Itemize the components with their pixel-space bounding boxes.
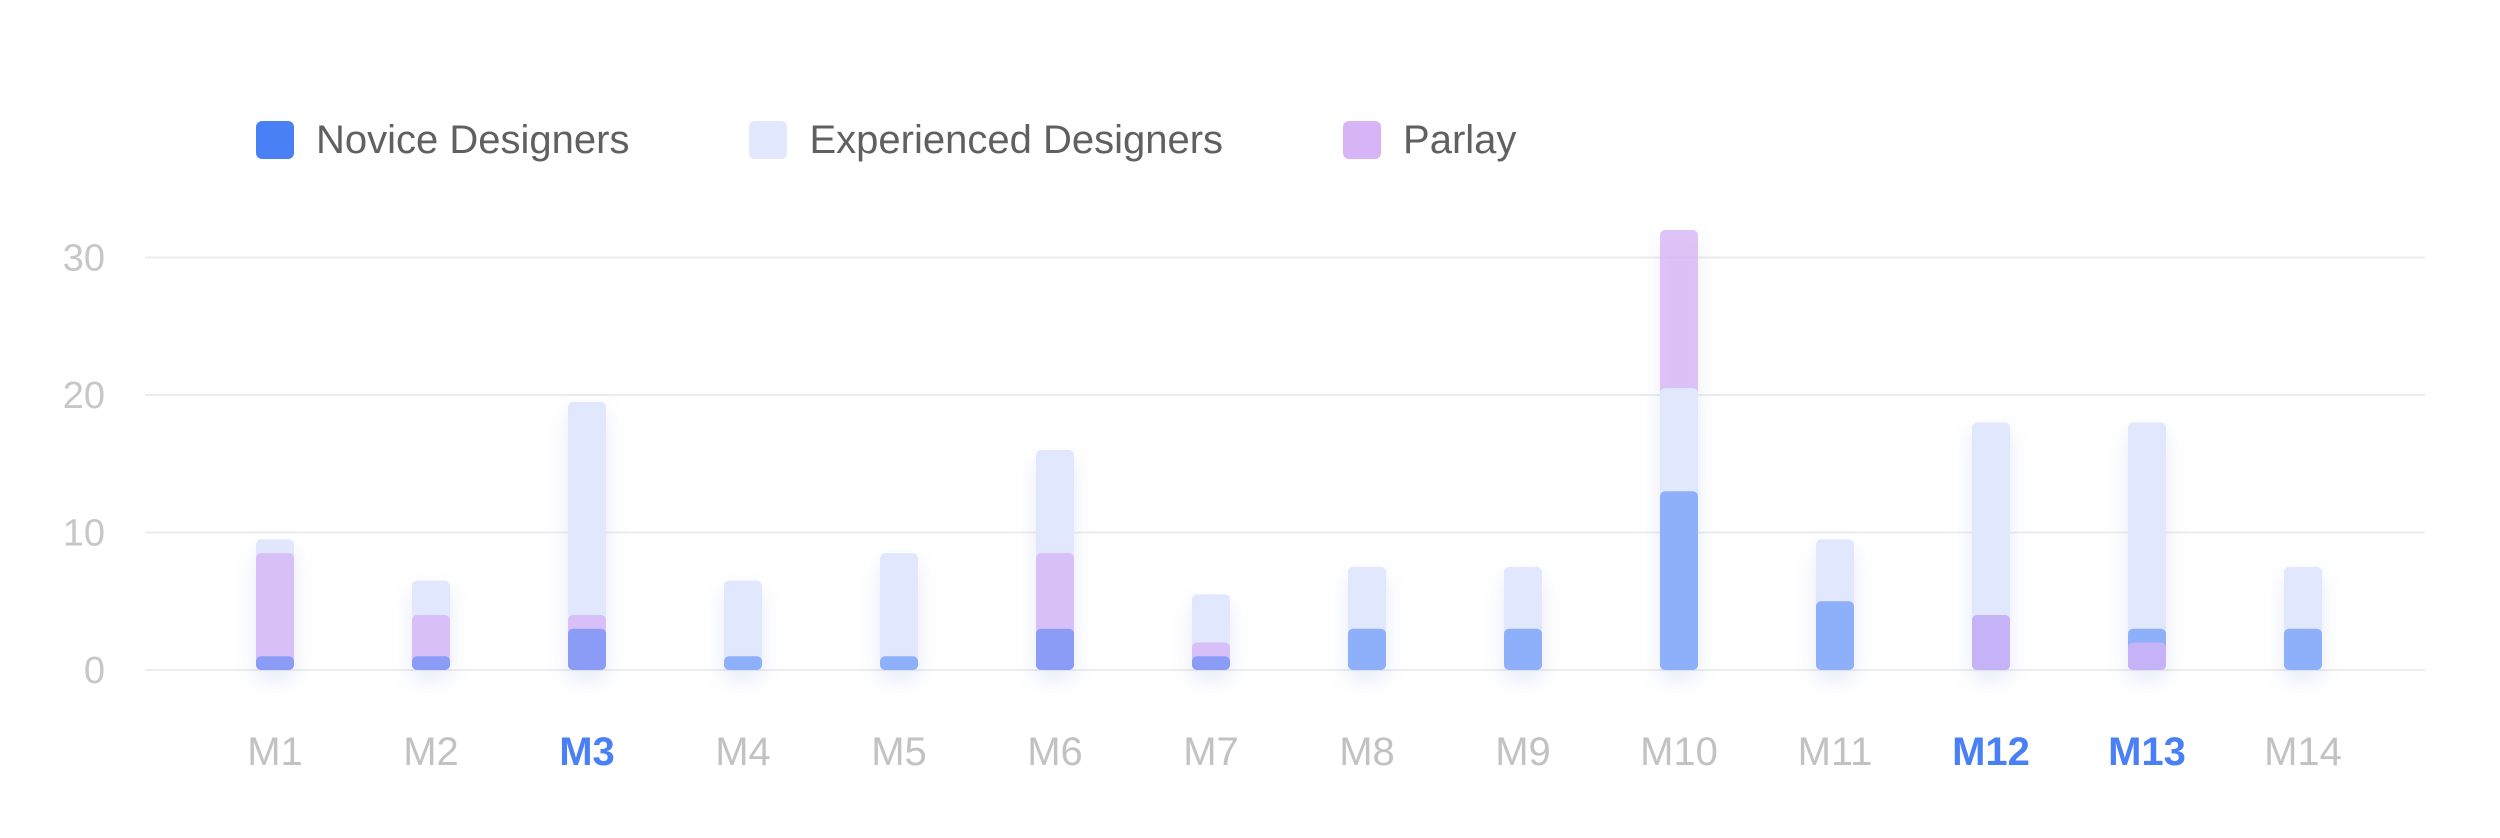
- bar-experienced-m3[interactable]: [568, 401, 606, 670]
- bar-group-m9[interactable]: [1504, 566, 1542, 670]
- bar-group-m14[interactable]: [2284, 566, 2322, 670]
- bar-novice-m11[interactable]: [1816, 601, 1854, 670]
- bar-novice-m3[interactable]: [568, 628, 606, 670]
- y-tick-label-10: 10: [63, 513, 105, 555]
- bar-group-m12[interactable]: [1972, 422, 2010, 671]
- x-label-m2: M2: [403, 730, 459, 774]
- bar-novice-m14[interactable]: [2284, 628, 2322, 670]
- x-label-m3: M3: [559, 730, 615, 774]
- y-axis-ticks: 0 10 20 30: [63, 238, 105, 693]
- bar-novice-m6[interactable]: [1036, 628, 1074, 670]
- gridlines: [145, 256, 2425, 671]
- x-label-m12: M12: [1952, 730, 2030, 774]
- bar-novice-m10[interactable]: [1660, 491, 1698, 670]
- bar-novice-m8[interactable]: [1348, 628, 1386, 670]
- bars: [256, 230, 2322, 670]
- bar-group-m5[interactable]: [880, 553, 918, 670]
- bar-group-m2[interactable]: [412, 580, 450, 670]
- x-axis-labels: M1 M2 M3 M4 M5 M6 M7 M8 M9 M10 M11 M12 M13 M14: [247, 730, 2342, 774]
- bar-group-m11[interactable]: [1816, 539, 1854, 670]
- x-label-m9: M9: [1495, 730, 1551, 774]
- bar-group-m6[interactable]: [1036, 450, 1074, 670]
- x-label-m10: M10: [1640, 730, 1718, 774]
- x-label-m11: M11: [1798, 730, 1873, 774]
- bar-group-m13[interactable]: [2128, 422, 2166, 671]
- bar-novice-m9[interactable]: [1504, 628, 1542, 670]
- legend-swatch-experienced-designers: [749, 121, 788, 159]
- legend-label-parlay: Parlay: [1403, 118, 1517, 162]
- legend-item-novice-designers[interactable]: Novice Designers: [256, 118, 629, 162]
- bar-novice-m1[interactable]: [256, 656, 294, 670]
- bar-group-m3[interactable]: [568, 401, 606, 670]
- bar-novice-m5[interactable]: [880, 656, 918, 670]
- bar-novice-m2[interactable]: [412, 656, 450, 670]
- legend-swatch-parlay: [1343, 121, 1382, 159]
- x-label-m4: M4: [715, 730, 771, 774]
- bar-group-m7[interactable]: [1192, 594, 1230, 670]
- x-label-m1: M1: [247, 730, 303, 774]
- bar-parlay-m12[interactable]: [1972, 615, 2010, 670]
- x-label-m5: M5: [871, 730, 927, 774]
- x-label-m13: M13: [2108, 730, 2186, 774]
- bar-group-m10[interactable]: [1660, 230, 1698, 670]
- bar-experienced-m12[interactable]: [1972, 422, 2010, 671]
- bar-group-m8[interactable]: [1348, 566, 1386, 670]
- y-tick-label-20: 20: [63, 375, 105, 417]
- y-tick-label-0: 0: [84, 650, 105, 692]
- x-label-m6: M6: [1027, 730, 1083, 774]
- legend-item-parlay[interactable]: Parlay: [1343, 118, 1516, 162]
- bar-novice-m4[interactable]: [724, 656, 762, 670]
- x-label-m7: M7: [1183, 730, 1239, 774]
- bar-experienced-m13[interactable]: [2128, 422, 2166, 671]
- bar-parlay-m1[interactable]: [256, 553, 294, 670]
- x-label-m8: M8: [1339, 730, 1395, 774]
- y-tick-label-30: 30: [63, 238, 105, 280]
- bar-experienced-m5[interactable]: [880, 553, 918, 670]
- bar-group-m1[interactable]: [256, 539, 294, 670]
- x-label-m14: M14: [2264, 730, 2342, 774]
- bar-group-m4[interactable]: [724, 580, 762, 670]
- legend-label-novice-designers: Novice Designers: [316, 118, 630, 162]
- bar-novice-m7[interactable]: [1192, 656, 1230, 670]
- legend-swatch-novice-designers: [256, 121, 294, 159]
- bar-experienced-m4[interactable]: [724, 580, 762, 670]
- legend-item-experienced-designers[interactable]: Experienced Designers: [749, 118, 1223, 162]
- bar-parlay-m13[interactable]: [2128, 642, 2166, 671]
- legend: Novice Designers Experienced Designers P…: [256, 118, 1636, 162]
- legend-label-experienced-designers: Experienced Designers: [809, 118, 1224, 162]
